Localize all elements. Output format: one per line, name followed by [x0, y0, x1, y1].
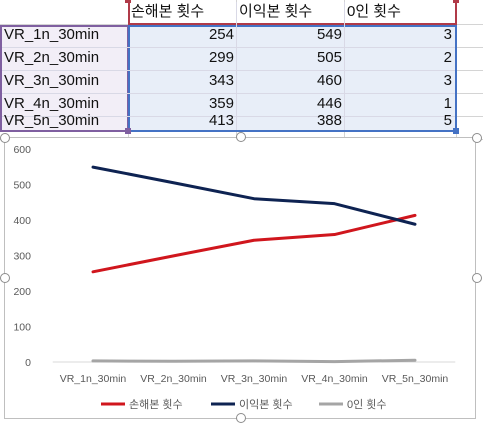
value-cell[interactable]: 413 — [208, 112, 234, 129]
value-cell[interactable]: 460 — [316, 72, 342, 89]
series-name-range-highlight — [128, 0, 457, 25]
header-cell[interactable]: 손해본 횟수 — [131, 3, 205, 20]
line-chart[interactable]: 0 100 200 300 400 500 600 VR_1n_30min VR_2n_30m… — [4, 137, 476, 419]
header-cell[interactable]: 0인 횟수 — [347, 3, 401, 20]
spreadsheet-grid[interactable]: 손해본 횟수 이익본 횟수 0인 횟수 VR_1n_30min 254 549 … — [0, 0, 483, 140]
series-line[interactable] — [91, 165, 417, 226]
chart-resize-handle[interactable] — [0, 273, 10, 283]
y-tick-label: 100 — [13, 322, 31, 334]
range-resize-handle[interactable] — [453, 0, 459, 3]
gridline — [236, 2, 237, 130]
row-label-cell[interactable]: VR_3n_30min — [4, 72, 100, 89]
gridline — [2, 47, 455, 48]
value-cell[interactable]: 549 — [316, 26, 342, 43]
y-tick-label: 300 — [13, 251, 31, 263]
value-cell[interactable]: 3 — [443, 26, 452, 43]
value-cell[interactable]: 299 — [208, 49, 234, 66]
gridline — [2, 93, 455, 94]
y-tick-label: 400 — [13, 215, 31, 227]
x-tick-label: VR_4n_30min — [301, 373, 368, 385]
value-cell[interactable]: 446 — [316, 95, 342, 112]
chart-plot-area: 0 100 200 300 400 500 600 VR_1n_30min VR_2n_30m… — [13, 144, 456, 411]
value-cell[interactable]: 343 — [208, 72, 234, 89]
legend-label[interactable]: 0인 횟수 — [347, 398, 387, 411]
y-tick-label: 0 — [25, 357, 31, 369]
value-cell[interactable]: 388 — [316, 112, 342, 129]
range-resize-handle[interactable] — [453, 128, 459, 134]
gridline — [344, 2, 345, 130]
chart-resize-handle[interactable] — [236, 132, 246, 142]
row-label-cell[interactable]: VR_5n_30min — [4, 112, 100, 129]
row-label-cell[interactable]: VR_1n_30min — [4, 26, 100, 43]
value-cell[interactable]: 5 — [443, 112, 452, 129]
chart-resize-handle[interactable] — [472, 273, 482, 283]
y-tick-label: 600 — [13, 144, 31, 156]
row-label-cell[interactable]: VR_2n_30min — [4, 49, 100, 66]
category-range-highlight — [0, 25, 129, 132]
value-cell[interactable]: 2 — [443, 49, 452, 66]
legend-label[interactable]: 이익본 횟수 — [239, 398, 293, 411]
y-tick-label: 500 — [13, 180, 31, 192]
value-range-highlight — [128, 25, 457, 132]
value-cell[interactable]: 254 — [208, 26, 234, 43]
value-cell[interactable]: 505 — [316, 49, 342, 66]
x-tick-label: VR_2n_30min — [140, 373, 207, 385]
row-label-cell[interactable]: VR_4n_30min — [4, 95, 100, 112]
gridline — [2, 70, 455, 71]
header-cell[interactable]: 이익본 횟수 — [239, 3, 313, 20]
chart-resize-handle[interactable] — [0, 133, 10, 143]
chart-resize-handle[interactable] — [236, 413, 246, 423]
value-cell[interactable]: 359 — [208, 95, 234, 112]
series-line[interactable] — [91, 213, 417, 274]
value-cell[interactable]: 1 — [443, 95, 452, 112]
x-tick-label: VR_1n_30min — [60, 373, 127, 385]
x-tick-label: VR_3n_30min — [221, 373, 288, 385]
y-tick-label: 200 — [13, 286, 31, 298]
gridline — [2, 116, 455, 117]
range-resize-handle[interactable] — [125, 128, 131, 134]
x-tick-label: VR_5n_30min — [382, 373, 449, 385]
chart-resize-handle[interactable] — [472, 133, 482, 143]
value-cell[interactable]: 3 — [443, 72, 452, 89]
range-resize-handle[interactable] — [125, 0, 131, 3]
series-line[interactable] — [91, 358, 417, 364]
legend-label[interactable]: 손해본 횟수 — [129, 397, 183, 411]
